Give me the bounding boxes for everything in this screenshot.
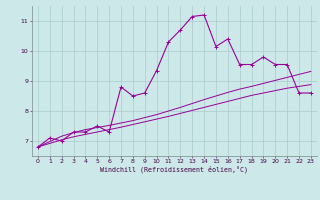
X-axis label: Windchill (Refroidissement éolien,°C): Windchill (Refroidissement éolien,°C) bbox=[100, 166, 248, 173]
